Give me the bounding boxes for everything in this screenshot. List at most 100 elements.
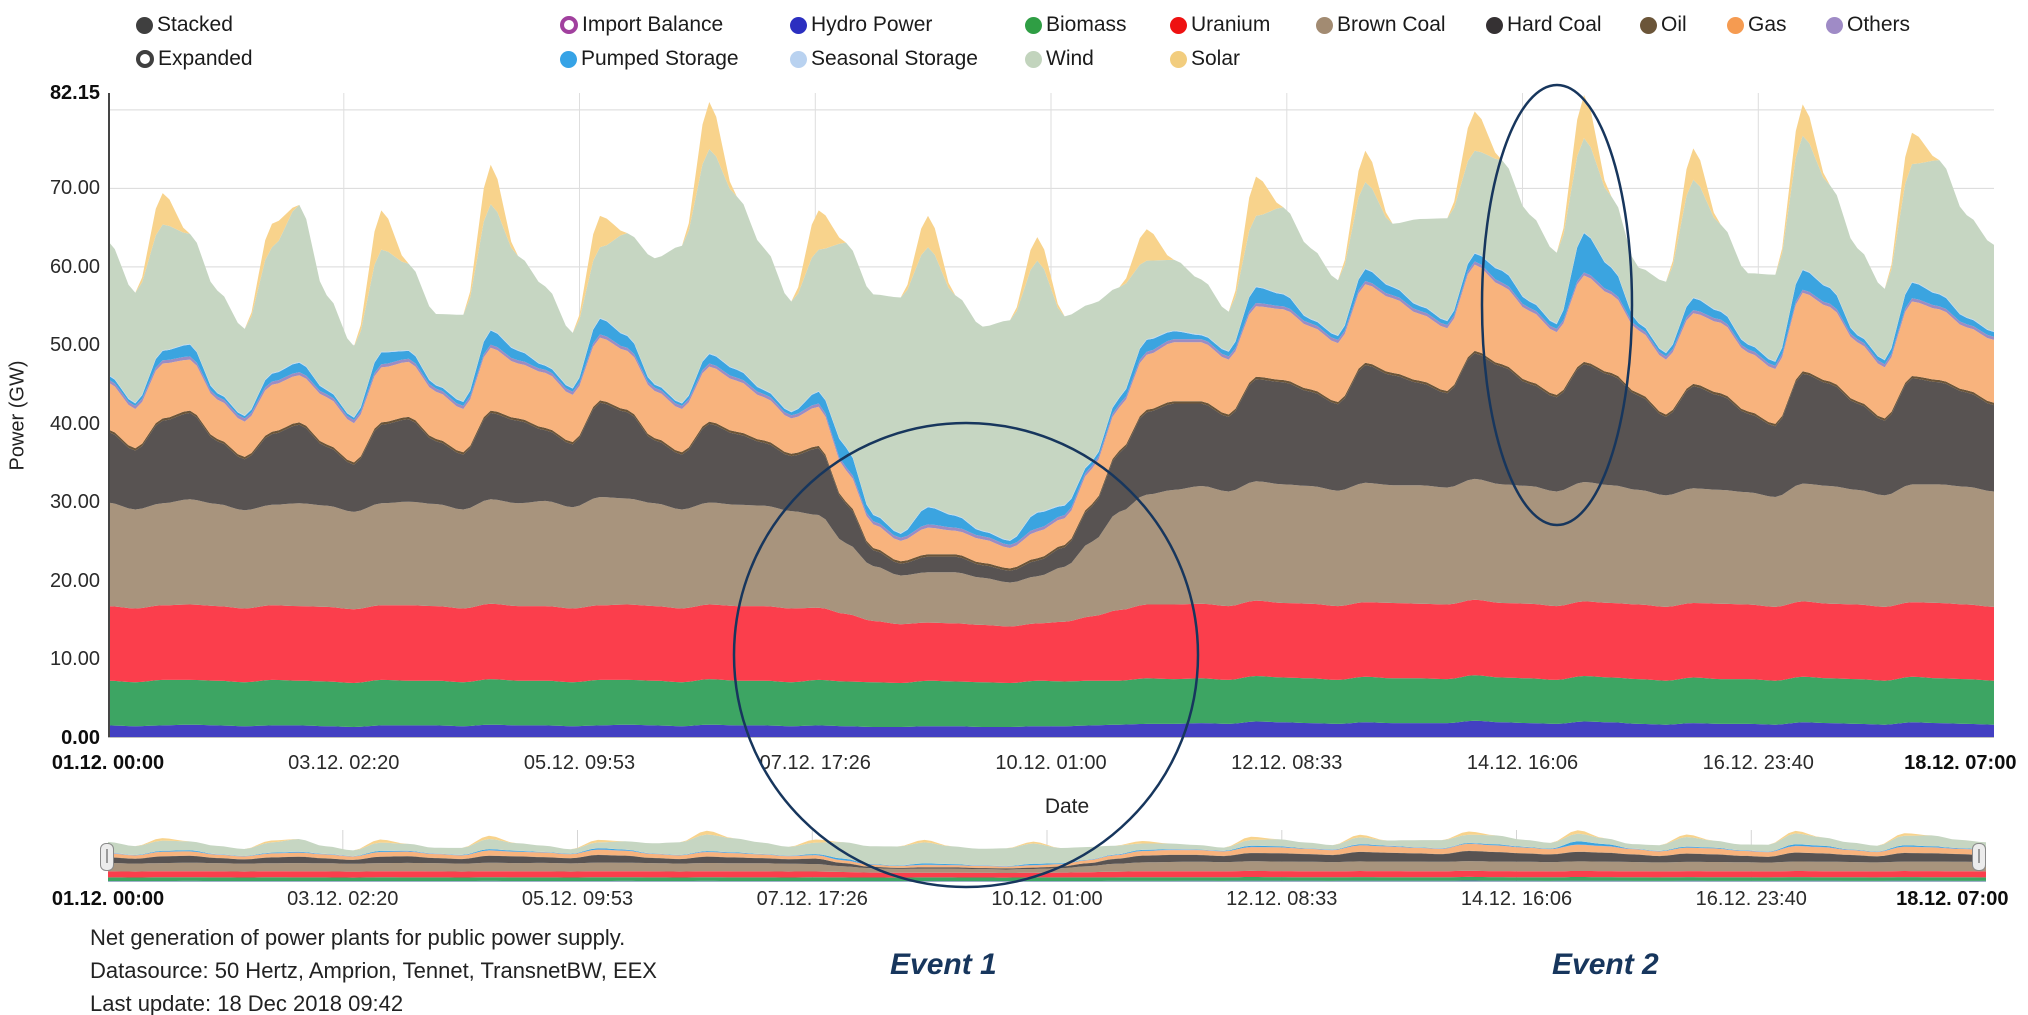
navigator-plot-area[interactable] — [108, 830, 1986, 882]
series-dot-icon — [560, 50, 577, 68]
area-gas — [108, 843, 1986, 869]
x-tick-label: 12.12. 08:33 — [1226, 888, 1338, 910]
legend-item-wind[interactable]: Wind — [1025, 46, 1094, 72]
y-tick-label: 60.00 — [49, 256, 100, 278]
y-tick-label: 30.00 — [49, 491, 100, 513]
footer-line-datasource: Datasource: 50 Hertz, Amprion, Tennet, T… — [90, 958, 657, 983]
x-tick-label: 14.12. 16:06 — [1466, 752, 1579, 774]
y-tick-label: 82.15 — [49, 82, 100, 104]
area-oil — [108, 850, 1986, 869]
legend-item-import-balance[interactable]: Import Balance — [560, 12, 723, 38]
legend-item-gas[interactable]: Gas — [1727, 12, 1787, 38]
area-brown_coal — [108, 861, 1986, 873]
area-oil — [108, 350, 1994, 571]
legend-label: Oil — [1661, 13, 1687, 36]
radio-filled-icon — [136, 16, 153, 34]
footer-notes: Net generation of power plants for publi… — [90, 921, 657, 1015]
legend-label: Hard Coal — [1507, 13, 1602, 36]
grip-line-icon — [106, 849, 108, 863]
series-dot-icon — [1640, 16, 1657, 34]
x-tick-label: 01.12. 00:00 — [51, 752, 165, 774]
grip-line-icon — [1978, 849, 1980, 863]
x-tick-label: 10.12. 01:00 — [991, 888, 1103, 910]
footer-line-description: Net generation of power plants for publi… — [90, 925, 626, 950]
legend-label: Import Balance — [582, 13, 724, 36]
area-solar — [108, 95, 1994, 347]
navigator-chart[interactable] — [108, 830, 1986, 882]
x-tick-label: 07.12. 17:26 — [756, 888, 868, 910]
legend-item-hydro-power[interactable]: Hydro Power — [790, 12, 932, 38]
legend-label: Solar — [1191, 47, 1241, 70]
legend-item-seasonal-storage[interactable]: Seasonal Storage — [790, 46, 978, 72]
x-axis-title: Date — [1044, 795, 1090, 818]
series-dot-icon — [1316, 16, 1333, 34]
area-solar — [108, 830, 1986, 851]
y-tick-label: 10.00 — [49, 648, 100, 670]
x-axis-navigator: 01.12. 00:00 03.12. 02:20 05.12. 09:53 07.1… — [52, 888, 2009, 914]
legend-radio-stacked[interactable]: Stacked — [136, 12, 233, 38]
area-hard_coal — [108, 851, 1986, 870]
legend-label: Biomass — [1046, 13, 1127, 36]
x-tick-label: 01.12. 00:00 — [51, 888, 165, 910]
y-tick-label: 20.00 — [49, 570, 100, 592]
x-tick-label: 16.12. 23:40 — [1695, 888, 1807, 910]
navigator-right-handle[interactable] — [1972, 843, 1986, 871]
legend-item-hard-coal[interactable]: Hard Coal — [1486, 12, 1602, 38]
y-tick-label: 50.00 — [49, 334, 100, 356]
event2-label: Event 2 — [1552, 948, 1659, 981]
legend-label: Wind — [1046, 47, 1094, 70]
footer-line-last-update: Last update: 18 Dec 2018 09:42 — [90, 991, 404, 1015]
x-tick-label: 18.12. 07:00 — [1896, 888, 2009, 910]
series-dot-icon — [1170, 50, 1187, 68]
area-biomass — [108, 876, 1986, 882]
x-tick-label: 03.12. 02:20 — [288, 752, 400, 774]
series-dot-icon — [1025, 50, 1042, 68]
legend-label: Gas — [1748, 13, 1787, 36]
legend-label: Uranium — [1191, 13, 1271, 36]
legend-item-oil[interactable]: Oil — [1640, 12, 1687, 38]
legend-label: Seasonal Storage — [811, 47, 978, 70]
event1-label: Event 1 — [890, 948, 997, 981]
ring-icon — [560, 16, 578, 34]
y-axis: 82.15 70.00 60.00 50.00 40.00 30.00 20.00 10.00… — [0, 82, 102, 749]
x-tick-label: 18.12. 07:00 — [1904, 752, 2017, 774]
legend-item-pumped-storage[interactable]: Pumped Storage — [560, 46, 739, 72]
x-tick-label: 12.12. 08:33 — [1231, 752, 1343, 774]
y-tick-label: 0.00 — [61, 727, 100, 749]
x-tick-label: 05.12. 09:53 — [523, 752, 636, 774]
series-dot-icon — [1025, 16, 1042, 34]
legend-label: Expanded — [158, 47, 253, 70]
series-dot-icon — [1486, 16, 1503, 34]
y-tick-label: 40.00 — [49, 413, 100, 435]
series-dot-icon — [790, 50, 807, 68]
legend-item-solar[interactable]: Solar — [1170, 46, 1240, 72]
legend-label: Hydro Power — [811, 13, 933, 36]
legend-label: Stacked — [157, 13, 233, 36]
x-tick-label: 07.12. 17:26 — [759, 752, 871, 774]
x-tick-label: 14.12. 16:06 — [1460, 888, 1573, 910]
x-tick-label: 10.12. 01:00 — [995, 752, 1107, 774]
legend-label: Pumped Storage — [581, 47, 739, 70]
x-tick-label: 03.12. 02:20 — [287, 888, 399, 910]
navigator-left-handle[interactable] — [100, 843, 114, 871]
legend-item-brown-coal[interactable]: Brown Coal — [1316, 12, 1446, 38]
legend-item-others[interactable]: Others — [1826, 12, 1910, 38]
radio-open-icon — [136, 50, 154, 68]
y-tick-label: 70.00 — [49, 177, 100, 199]
legend-item-uranium[interactable]: Uranium — [1170, 12, 1270, 38]
series-dot-icon — [1727, 16, 1744, 34]
legend-radio-expanded[interactable]: Expanded — [136, 46, 253, 72]
series-dot-icon — [790, 16, 807, 34]
area-biomass — [108, 675, 1994, 727]
legend-item-biomass[interactable]: Biomass — [1025, 12, 1127, 38]
x-tick-label: 05.12. 09:53 — [521, 888, 634, 910]
stacked-area-chart[interactable] — [108, 93, 1994, 738]
x-tick-label: 16.12. 23:40 — [1702, 752, 1814, 774]
legend-label: Brown Coal — [1337, 13, 1446, 36]
main-plot-area[interactable] — [108, 93, 1994, 738]
series-dot-icon — [1170, 16, 1187, 34]
series-dot-icon — [1826, 16, 1843, 34]
legend-label: Others — [1847, 13, 1911, 36]
x-axis-main: 01.12. 00:00 03.12. 02:20 05.12. 09:53 07.1… — [52, 752, 2017, 778]
